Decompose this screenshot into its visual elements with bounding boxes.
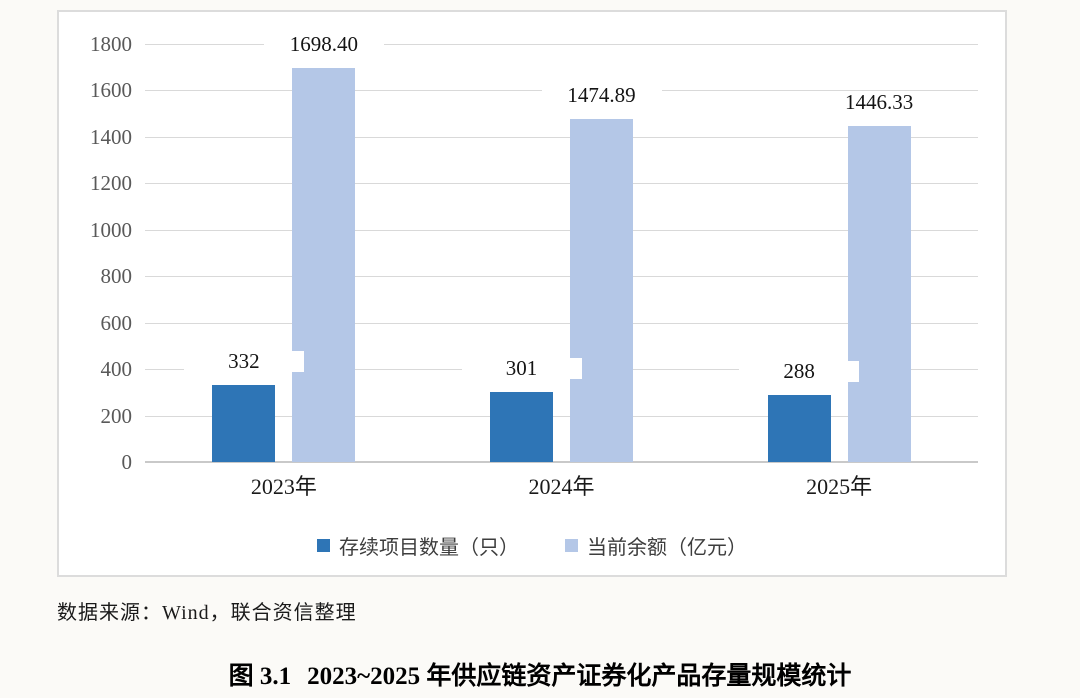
legend-label-current-balance: 当前余额（亿元） (587, 536, 747, 559)
bar-chart-plot: 0 200 400 600 800 1000 1200 1400 1600 1800 2023年 33… (59, 12, 1005, 575)
x-axis-category-label: 2024年 (528, 474, 595, 499)
y-axis-tick-label: 800 (100, 264, 133, 289)
chart-frame: 0 200 400 600 800 1000 1200 1400 1600 1800 2023年 33… (57, 10, 1007, 577)
bar-current-balance-2023年 (292, 67, 356, 462)
gridline (145, 44, 978, 45)
legend-item-current-balance: 当前余额（亿元） (565, 531, 747, 560)
chart-legend: 存续项目数量（只） 当前余额（亿元） (59, 530, 1005, 560)
y-axis-tick-label: 600 (100, 310, 133, 335)
figure-number: 图 3.1 (228, 663, 292, 690)
data-label-projects-count-2024年: 301 (461, 358, 582, 380)
y-axis-tick-label: 1600 (90, 78, 132, 103)
x-axis-line (145, 461, 978, 463)
y-axis-tick-label: 1800 (90, 32, 132, 56)
gridline (145, 322, 978, 324)
y-axis-tick-label: 1000 (90, 217, 132, 242)
bar-current-balance-2024年 (570, 119, 633, 462)
x-axis-category-label: 2025年 (806, 474, 873, 499)
gridline (145, 415, 978, 417)
figure-caption: 图 3.1 2023~2025 年供应链资产证券化产品存量规模统计 (0, 656, 1080, 692)
legend-item-projects-count: 存续项目数量（只） (317, 531, 519, 560)
y-axis-tick-label: 400 (100, 357, 133, 382)
gridline (145, 136, 978, 138)
bar-projects-count-2024年 (490, 392, 553, 462)
figure-title: 2023~2025 年供应链资产证券化产品存量规模统计 (307, 663, 852, 690)
legend-swatch-icon-current-balance (565, 538, 578, 552)
data-label-current-balance-2023年: 1698.40 (263, 33, 384, 55)
legend-swatch-icon-projects-count (317, 538, 330, 552)
y-axis-tick-label: 200 (100, 403, 133, 428)
source-note: 数据来源：Wind，联合资信整理 (57, 602, 357, 624)
y-axis-tick-label: 1400 (90, 124, 132, 149)
bar-projects-count-2023年 (212, 384, 276, 462)
bar-projects-count-2025年 (767, 395, 831, 462)
y-axis-tick-label: 0 (121, 450, 133, 474)
data-label-projects-count-2023年: 332 (183, 350, 304, 372)
legend-label-projects-count: 存续项目数量（只） (339, 536, 519, 559)
data-label-projects-count-2025年: 288 (739, 361, 860, 383)
bar-current-balance-2025年 (847, 126, 911, 462)
y-axis-tick-label: 1200 (90, 171, 132, 196)
gridline (145, 183, 978, 185)
data-label-current-balance-2024年: 1474.89 (541, 85, 662, 107)
data-label-current-balance-2025年: 1446.33 (819, 92, 940, 114)
x-axis-category-label: 2023年 (250, 474, 317, 499)
gridline (145, 229, 978, 231)
gridline (145, 276, 978, 278)
